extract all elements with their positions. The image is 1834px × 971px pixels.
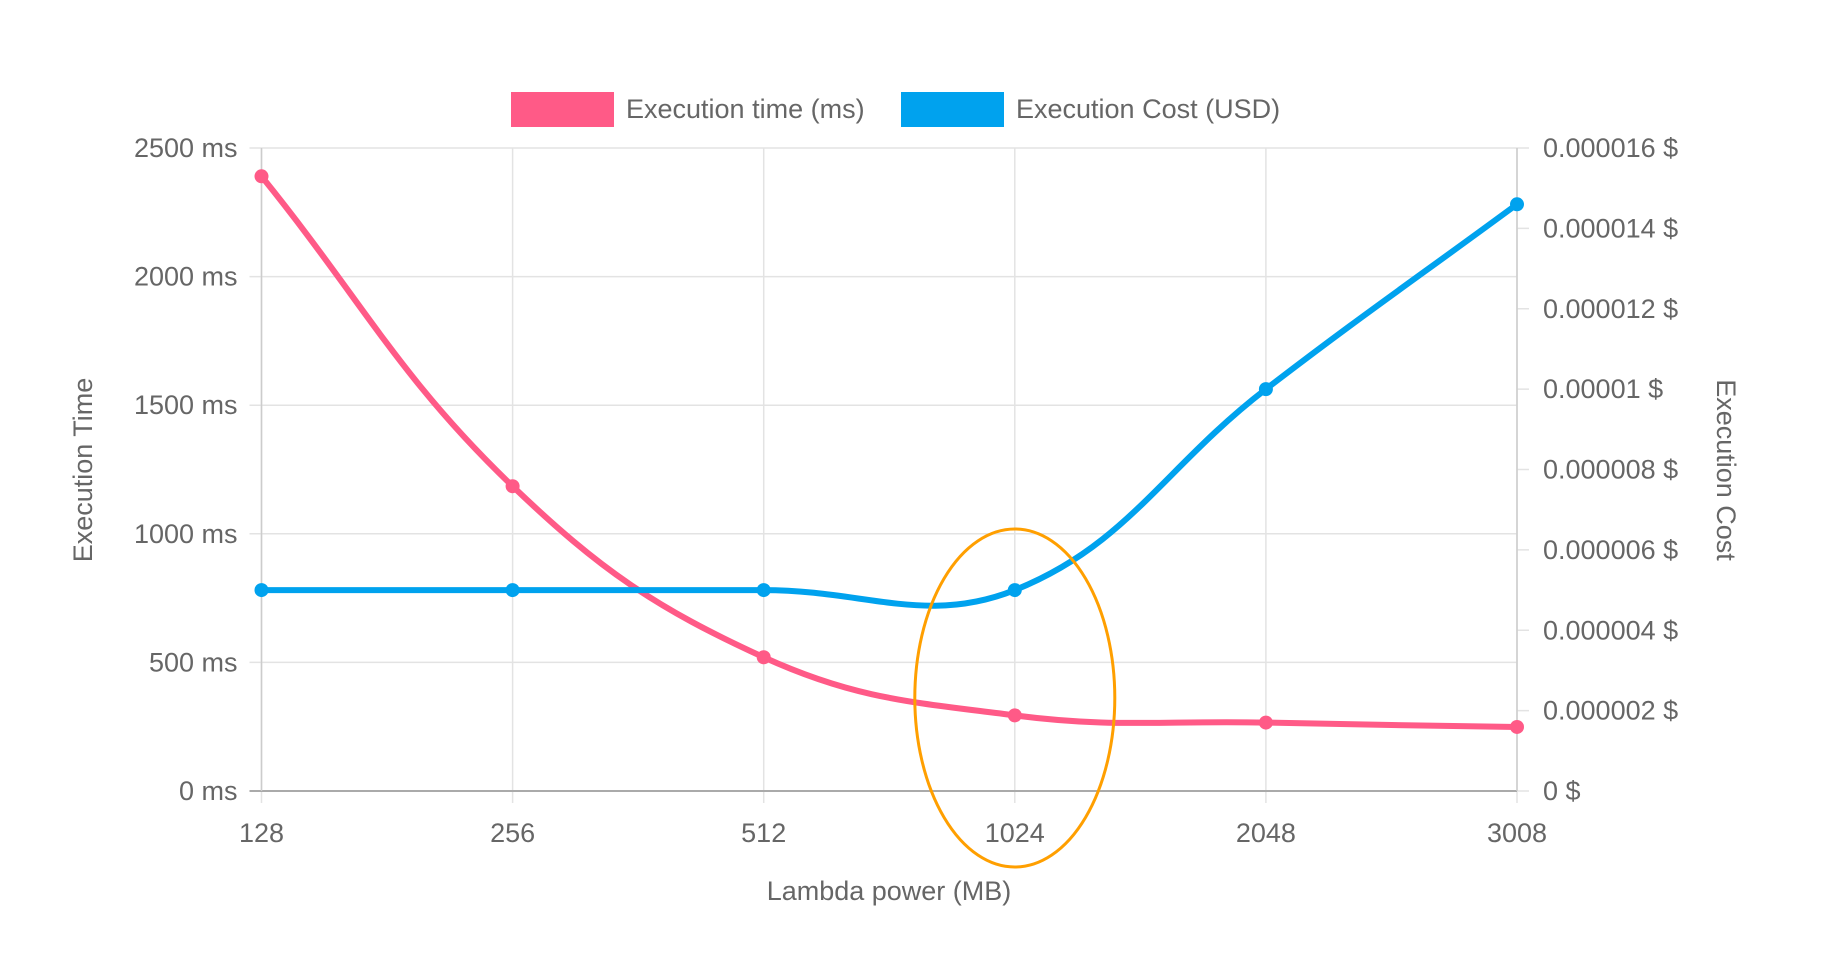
y-right-tick-label: 0.000002 $ xyxy=(1543,696,1678,726)
x-tick-label: 256 xyxy=(490,818,535,848)
data-point-time xyxy=(1258,715,1273,730)
data-point-time xyxy=(254,169,269,184)
y-right-tick-label: 0.000014 $ xyxy=(1543,213,1678,243)
legend[interactable]: Execution time (ms) Execution Cost (USD) xyxy=(511,92,1280,127)
y-left-tick-label: 0 ms xyxy=(179,776,238,806)
data-point-time xyxy=(505,479,520,494)
data-point-cost xyxy=(254,583,269,598)
legend-swatch-cost[interactable] xyxy=(901,92,1004,127)
data-point-cost xyxy=(1258,382,1273,397)
data-point-time xyxy=(1510,719,1524,734)
y-right-tick-label: 0.000008 $ xyxy=(1543,455,1678,485)
y-right-tick-label: 0.000006 $ xyxy=(1543,535,1678,565)
series-layer xyxy=(254,169,1524,734)
data-point-time xyxy=(1007,708,1022,723)
x-tick-label: 2048 xyxy=(1236,818,1296,848)
data-point-cost xyxy=(756,583,771,598)
y-left-tick-label: 2500 ms xyxy=(134,133,238,163)
legend-label-cost[interactable]: Execution Cost (USD) xyxy=(1016,94,1280,124)
legend-label-time[interactable]: Execution time (ms) xyxy=(626,94,865,124)
y-left-tick-label: 500 ms xyxy=(149,647,238,677)
axes: 128 256 512 1024 2048 3008 0 ms 500 ms 1000 ms 15… xyxy=(134,133,1678,848)
data-point-cost xyxy=(1510,197,1524,212)
x-tick-label: 3008 xyxy=(1487,818,1547,848)
legend-swatch-time[interactable] xyxy=(511,92,614,127)
data-point-cost xyxy=(505,583,520,598)
x-axis-title: Lambda power (MB) xyxy=(767,876,1012,906)
y-right-tick-label: 0.000012 $ xyxy=(1543,294,1678,324)
y-right-tick-label: 0.00001 $ xyxy=(1543,374,1663,404)
y-left-tick-label: 1500 ms xyxy=(134,390,238,420)
x-tick-label: 512 xyxy=(741,818,786,848)
y-right-tick-label: 0.000004 $ xyxy=(1543,615,1678,645)
y-left-tick-label: 2000 ms xyxy=(134,262,238,292)
x-tick-label: 128 xyxy=(239,818,284,848)
x-tick-label: 1024 xyxy=(985,818,1045,848)
y-right-tick-label: 0 $ xyxy=(1543,776,1581,806)
series-line-cost xyxy=(261,201,1519,609)
y-left-tick-label: 1000 ms xyxy=(134,519,238,549)
y-axis-left-title: Execution Time xyxy=(68,378,98,563)
grid xyxy=(249,147,1529,803)
y-right-tick-label: 0.000016 $ xyxy=(1543,133,1678,163)
series-line-time xyxy=(259,174,1518,730)
y-axis-right-title: Execution Cost xyxy=(1711,379,1741,561)
highlight-ellipse xyxy=(913,527,1117,869)
data-point-cost xyxy=(1007,583,1022,598)
data-point-time xyxy=(756,650,771,665)
